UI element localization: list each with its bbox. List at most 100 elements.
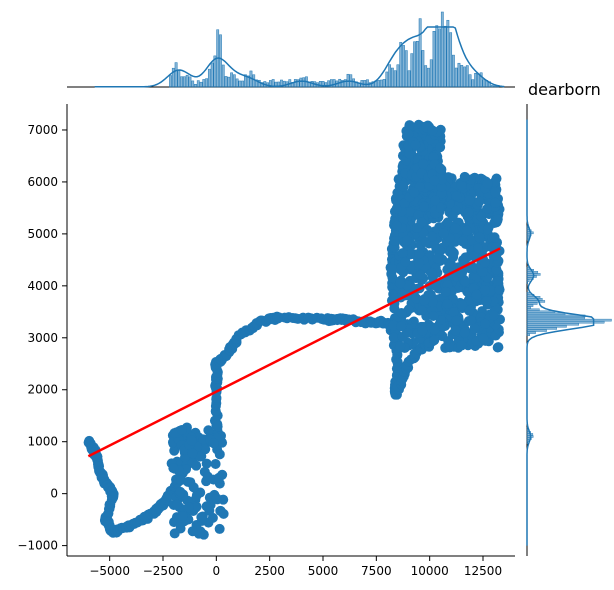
- x-hist-bar: [410, 53, 414, 88]
- scatter-point: [456, 340, 467, 351]
- x-hist-bar: [241, 80, 245, 88]
- scatter-point: [429, 239, 440, 250]
- scatter-point: [490, 187, 501, 198]
- y-tick-label: 4000: [27, 279, 58, 293]
- y-hist-bar: [526, 331, 536, 334]
- y-axis-ticks: −1000 0 1000 2000 3000 4000 5000 6000 7000: [17, 123, 67, 553]
- scatter-point: [410, 139, 421, 150]
- y-hist-bar: [526, 304, 534, 307]
- x-hist-bar: [427, 67, 430, 88]
- x-hist-bar: [185, 74, 189, 88]
- x-hist-bar: [407, 70, 411, 88]
- x-tick-label: −2500: [143, 564, 184, 578]
- x-hist-bar: [196, 80, 200, 88]
- x-hist-bar: [421, 50, 425, 88]
- scatter-point: [459, 171, 470, 182]
- scatter-point: [414, 248, 425, 259]
- scatter-point: [427, 125, 438, 136]
- x-hist-bar: [377, 80, 380, 88]
- x-hist-bar: [413, 41, 416, 88]
- scatter-point: [440, 286, 451, 297]
- x-hist-bar: [452, 54, 455, 88]
- x-hist-bar: [393, 70, 397, 88]
- scatter-point: [492, 214, 503, 225]
- scatter-point: [435, 315, 446, 326]
- scatter-point: [479, 257, 490, 268]
- x-hist-bar: [221, 64, 225, 88]
- scatter-point: [198, 529, 209, 540]
- scatter-point: [427, 297, 438, 308]
- scatter-point: [405, 207, 416, 218]
- scatter-point: [474, 232, 485, 243]
- y-hist-bar: [526, 279, 530, 282]
- x-hist-bar: [332, 79, 336, 88]
- y-hist-bar: [526, 296, 541, 299]
- x-hist-bar: [174, 62, 178, 88]
- y-hist-bar: [526, 308, 540, 311]
- scatter-point: [388, 263, 399, 274]
- scatter-point: [448, 247, 459, 258]
- y-hist-bar: [526, 316, 585, 320]
- scatter-point: [417, 325, 428, 336]
- y-hist-bar: [526, 323, 579, 326]
- x-hist-bar: [402, 45, 405, 88]
- x-hist-bar: [471, 79, 475, 88]
- x-hist-bar: [352, 78, 355, 88]
- scatter-point: [435, 163, 446, 174]
- scatter-point: [402, 328, 413, 339]
- y-hist-bar: [526, 302, 538, 305]
- scatter-point: [473, 243, 484, 254]
- scatter-point: [438, 228, 449, 239]
- scatter-point: [457, 300, 468, 311]
- x-hist-bar: [268, 80, 272, 88]
- x-kde-curve: [94, 26, 505, 88]
- scatter-point: [416, 217, 427, 228]
- scatter-point: [491, 250, 502, 261]
- x-hist-bar: [327, 80, 331, 88]
- x-hist-bar: [379, 79, 383, 88]
- scatter-point: [414, 258, 425, 269]
- x-hist-bar: [418, 18, 422, 88]
- scatter-point: [395, 341, 406, 352]
- scatter-point: [181, 464, 192, 475]
- x-hist-bar: [490, 85, 494, 88]
- scatter-point: [169, 445, 180, 456]
- scatter-point: [176, 425, 187, 436]
- x-hist-bar: [235, 78, 239, 88]
- x-hist-bar: [257, 79, 261, 88]
- scatter-point: [461, 225, 472, 236]
- scatter-point: [494, 284, 505, 295]
- scatter-point: [428, 310, 439, 321]
- scatter-point: [436, 188, 447, 199]
- x-hist-bar: [371, 81, 375, 88]
- scatter-point: [419, 295, 430, 306]
- x-hist-bar: [474, 73, 477, 88]
- x-hist-bar: [171, 67, 175, 88]
- scatter-point: [392, 187, 403, 198]
- scatter-point: [482, 178, 493, 189]
- scatter-point: [169, 428, 180, 439]
- y-hist-bar: [526, 325, 567, 328]
- y-hist-bar: [526, 329, 547, 332]
- y-marginal-histogram: [526, 104, 612, 556]
- scatter-point: [215, 505, 226, 516]
- x-hist-bar: [468, 74, 472, 88]
- x-hist-bar: [321, 81, 325, 88]
- x-tick-label: 7500: [361, 564, 392, 578]
- scatter-point: [416, 305, 427, 316]
- x-hist-bar: [199, 81, 203, 88]
- x-marginal-histogram: [67, 11, 515, 88]
- x-hist-bar: [415, 40, 419, 88]
- scatter-point: [464, 195, 475, 206]
- scatter-point: [168, 463, 179, 474]
- x-hist-bar: [202, 79, 206, 88]
- x-tick-label: 5000: [308, 564, 339, 578]
- y-hist-bar: [526, 333, 531, 336]
- x-hist-bar: [180, 76, 184, 88]
- scatter-point: [436, 181, 447, 192]
- scatter-point: [476, 211, 487, 222]
- y-hist-bar: [526, 312, 566, 316]
- scatter-point: [400, 256, 411, 267]
- scatter-point: [492, 342, 503, 353]
